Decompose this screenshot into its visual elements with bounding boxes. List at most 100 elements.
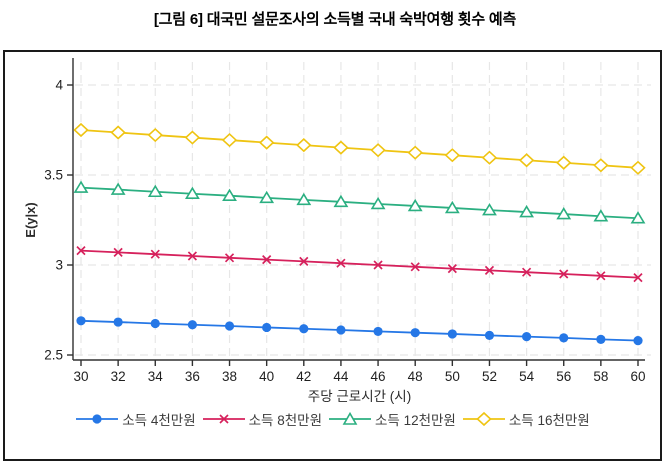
x-tick-label: 48: [408, 369, 423, 384]
x-tick-label: 32: [111, 369, 126, 384]
data-point-marker: [593, 158, 609, 173]
series-line: [80, 249, 639, 279]
legend-marker-circle-filled: [76, 414, 119, 424]
data-point-marker: [633, 272, 643, 283]
chart-legend: 소득 4천만원 소득 8천만원 소득 12천만원 소득 16천만원: [5, 409, 660, 429]
data-point-marker: [373, 260, 383, 270]
data-point-marker: [556, 155, 572, 170]
data-point-marker: [259, 190, 275, 204]
x-tick-label: 60: [630, 369, 645, 384]
data-point-marker: [299, 324, 309, 334]
legend-marker-x-cross: [202, 414, 245, 424]
data-point-marker: [262, 254, 272, 265]
legend-label: 소득 4천만원: [122, 413, 196, 428]
data-point-marker: [447, 263, 457, 274]
data-point-marker: [333, 194, 349, 208]
y-tick-label: 3: [55, 258, 63, 273]
data-point-marker: [518, 153, 535, 168]
legend-item: 소득 8천만원: [202, 409, 322, 429]
data-point-marker: [76, 245, 86, 256]
legend-item: 소득 12천만원: [328, 409, 456, 429]
x-tick-label: 54: [519, 369, 535, 384]
data-point-marker: [113, 247, 123, 258]
data-point-marker: [299, 256, 309, 267]
data-point-marker: [336, 258, 346, 268]
data-point-marker: [407, 198, 423, 212]
data-point-marker: [224, 253, 235, 263]
data-point-marker: [410, 328, 420, 338]
data-point-marker: [296, 138, 312, 153]
x-tick-label: 42: [296, 369, 311, 384]
data-point-marker: [187, 320, 197, 330]
data-point-marker: [370, 143, 386, 158]
x-tick-label: 36: [185, 369, 200, 384]
data-point-marker: [633, 336, 643, 346]
data-point-marker: [373, 326, 383, 337]
x-tick-label: 58: [593, 369, 608, 384]
legend-marker-triangle-open: [328, 411, 371, 425]
x-tick-label: 56: [556, 369, 571, 384]
data-point-marker: [187, 251, 198, 261]
x-tick-label: 38: [222, 369, 237, 384]
y-tick-label: 3.5: [44, 168, 63, 183]
data-point-marker: [113, 317, 123, 327]
x-tick-label: 44: [333, 369, 349, 384]
data-point-marker: [258, 135, 275, 150]
data-point-marker: [630, 211, 646, 224]
data-point-marker: [147, 127, 163, 143]
data-point-marker: [444, 148, 461, 163]
data-point-marker: [593, 209, 609, 222]
y-axis-title: E(y|x): [23, 202, 38, 237]
legend-label: 소득 16천만원: [508, 413, 590, 428]
data-point-marker: [222, 188, 237, 201]
data-point-marker: [184, 186, 200, 200]
series-line: [80, 129, 639, 169]
chart-canvas: 2.5 3 3.5 4 30 32 34 36 38 40 42 44 46 48 50 52 54 56 58 60…: [23, 58, 651, 404]
data-point-marker: [150, 249, 160, 259]
x-tick-label: 34: [148, 369, 164, 384]
x-tick-label: 50: [445, 369, 460, 384]
data-point-marker: [150, 318, 160, 329]
legend-label: 소득 12천만원: [374, 413, 456, 428]
data-point-marker: [521, 267, 532, 277]
legend-label: 소득 8천만원: [248, 413, 322, 428]
legend-item: 소득 16천만원: [462, 409, 590, 429]
data-point-marker: [522, 332, 532, 342]
x-axis-title: 주당 근로시간 (시): [308, 389, 411, 404]
y-tick-label: 2.5: [44, 348, 63, 363]
data-point-marker: [221, 132, 238, 148]
data-point-marker: [559, 333, 569, 343]
data-point-marker: [519, 205, 535, 218]
data-point-marker: [184, 130, 201, 145]
data-point-marker: [333, 140, 349, 155]
series-line: [80, 319, 639, 342]
data-point-marker: [110, 182, 126, 195]
data-point-marker: [73, 122, 89, 138]
chart-frame: 2.5 3 3.5 4 30 32 34 36 38 40 42 44 46 48 50 52 54 56 58 60…: [3, 50, 662, 461]
data-point-marker: [556, 207, 572, 220]
legend-marker-diamond-open: [462, 411, 505, 427]
x-tick-label: 30: [73, 369, 88, 384]
legend-item: 소득 4천만원: [75, 409, 196, 429]
data-point-marker: [447, 329, 457, 339]
x-tick-label: 52: [482, 369, 497, 384]
data-point-marker: [370, 196, 386, 210]
data-point-marker: [630, 160, 646, 175]
data-point-marker: [262, 322, 272, 333]
data-point-marker: [484, 265, 495, 276]
data-point-marker: [596, 271, 606, 281]
data-point-marker: [147, 184, 163, 198]
data-point-marker: [110, 125, 126, 140]
y-tick-label: 4: [55, 78, 63, 93]
x-tick-label: 40: [259, 369, 274, 384]
data-point-marker: [73, 180, 89, 193]
data-point-marker: [410, 262, 420, 272]
series-line: [80, 186, 639, 220]
data-point-marker: [224, 321, 235, 331]
data-point-marker: [484, 330, 495, 340]
data-point-marker: [596, 334, 606, 344]
data-point-marker: [482, 203, 497, 216]
data-point-marker: [76, 316, 86, 326]
data-point-marker: [296, 192, 312, 206]
figure-title: [그림 6] 대국민 설문조사의 소득별 국내 숙박여행 횟수 예측: [153, 11, 517, 28]
